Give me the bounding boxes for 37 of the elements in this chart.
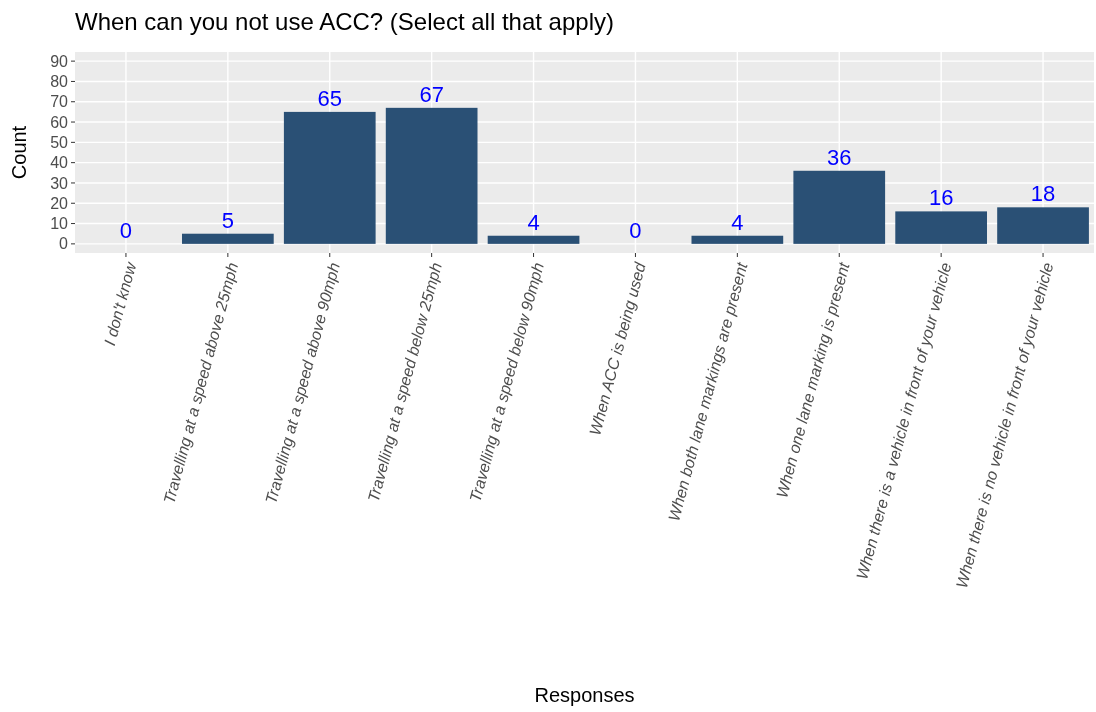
chart-title: When can you not use ACC? (Select all that apply) — [75, 8, 614, 35]
data-label: 16 — [928, 185, 954, 211]
bar — [182, 233, 274, 244]
bar — [283, 111, 376, 244]
y-tick-label: 40 — [50, 154, 69, 172]
data-label: 0 — [629, 217, 642, 243]
bar — [487, 235, 580, 244]
data-label: 65 — [317, 85, 342, 111]
y-tick-label: 10 — [50, 215, 69, 233]
x-tick-label: When both lane markings are present — [665, 260, 751, 523]
data-label: 18 — [1030, 181, 1056, 207]
bar — [385, 107, 478, 244]
bar — [691, 235, 784, 244]
data-label: 4 — [731, 209, 744, 235]
data-label: 0 — [119, 217, 133, 243]
bar — [997, 207, 1089, 244]
x-axis-title: Responses — [534, 684, 635, 706]
y-axis-title: Count — [8, 125, 30, 180]
y-tick-label: 50 — [50, 133, 69, 151]
data-label: 36 — [827, 144, 852, 170]
y-tick-label: 60 — [50, 113, 69, 131]
x-tick-label: I don't know — [100, 259, 140, 348]
x-tick-label: When ACC is being used — [586, 259, 650, 438]
bar — [895, 211, 988, 244]
data-label: 5 — [221, 207, 234, 233]
y-tick-label: 20 — [50, 194, 69, 212]
data-label: 4 — [527, 209, 540, 235]
y-tick-label: 0 — [59, 235, 69, 253]
y-tick-label: 70 — [50, 93, 69, 111]
data-label: 67 — [419, 81, 444, 107]
x-tick-label: When there is no vehicle in front of your vehicle — [952, 260, 1057, 590]
bar — [793, 170, 886, 244]
x-tick-label: When one lane marking is present — [773, 260, 853, 500]
x-tick-label: When there is a vehicle in front of your vehicle — [853, 260, 955, 582]
y-tick-label: 30 — [50, 174, 69, 192]
y-tick-label: 90 — [50, 52, 69, 70]
y-tick-label: 80 — [50, 73, 69, 91]
